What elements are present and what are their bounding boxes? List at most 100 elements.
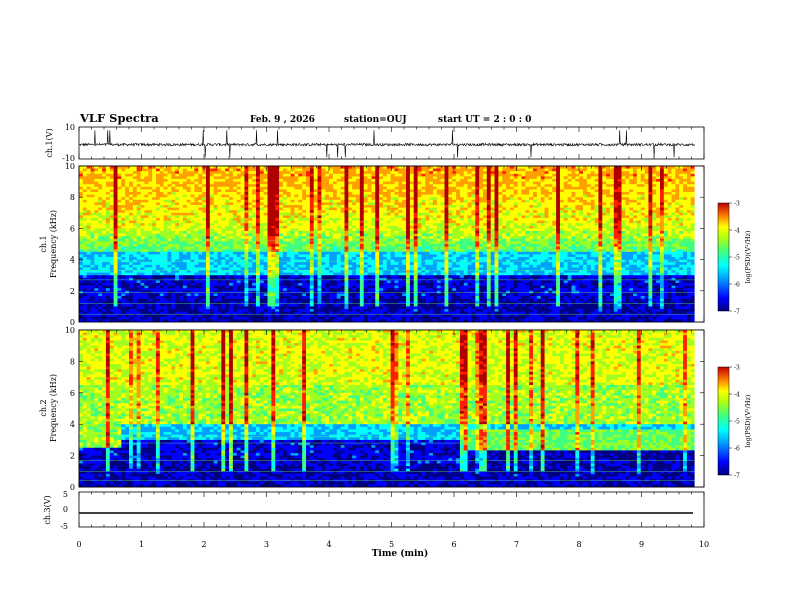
spectrogram-cell <box>171 207 176 211</box>
spectrogram-cell <box>348 306 353 310</box>
spectrogram-cell <box>252 192 257 195</box>
spectrogram-cell <box>306 220 311 224</box>
spectrogram-cell <box>290 171 295 175</box>
spectrogram-cell <box>129 301 134 305</box>
spectrogram-cell <box>325 202 330 206</box>
spectrogram-cell <box>344 228 349 232</box>
spectrogram-cell <box>171 254 176 258</box>
spectrogram-cell <box>171 280 176 284</box>
spectrogram-cell <box>336 215 342 219</box>
spectrogram-cell <box>209 257 215 260</box>
spectrogram-cell <box>163 176 168 180</box>
spectrogram-cell <box>267 241 272 245</box>
spectrogram-cell <box>255 223 261 227</box>
spectrogram-cell <box>225 236 230 240</box>
spectrogram-cell <box>79 314 84 318</box>
spectrogram-cell <box>271 199 276 203</box>
spectrogram-cell <box>79 215 84 219</box>
spectrogram-cell <box>321 311 326 315</box>
spectrogram-cell <box>113 210 118 214</box>
spectrogram-cell <box>275 296 280 299</box>
spectrogram-cell <box>202 228 207 232</box>
spectrogram-cell <box>282 293 288 297</box>
spectrogram-cell <box>244 264 249 268</box>
spectrogram-cell <box>117 314 122 318</box>
spectrogram-cell <box>363 244 368 247</box>
date-label: Feb. 9 , 2026 <box>250 115 315 125</box>
spectrogram-cell <box>125 171 130 175</box>
spectrogram-cell <box>390 316 395 320</box>
spectrogram-cell <box>336 257 342 260</box>
spectrogram-cell <box>186 316 191 320</box>
spectrogram-cell <box>117 231 122 234</box>
spectrogram-cell <box>309 171 315 175</box>
spectrogram-cell <box>371 303 376 307</box>
spectrogram-cell <box>325 301 330 305</box>
spectrogram-cell <box>375 272 380 276</box>
spectrogram-cell <box>217 249 222 253</box>
spectrogram-cell <box>244 275 249 279</box>
spectrogram-cell <box>375 309 380 312</box>
spectrogram-cell <box>390 264 395 268</box>
spectrogram-cell <box>394 171 399 175</box>
spectrogram-cell <box>117 277 122 281</box>
spectrogram-cell <box>298 264 303 268</box>
spectrogram-cell <box>367 173 372 177</box>
spectrogram-cell <box>359 228 365 232</box>
spectrogram-cell <box>252 303 257 307</box>
spectrogram-cell <box>352 296 357 299</box>
spectrogram-cell <box>252 309 257 312</box>
spectrogram-cell <box>317 257 322 260</box>
spectrogram-cell <box>325 244 330 247</box>
spectrogram-cell <box>236 314 241 318</box>
spectrogram-cell <box>306 309 311 312</box>
spectrogram-cell <box>332 168 338 172</box>
spectrogram-cell <box>221 301 226 305</box>
spectrogram-cell <box>182 166 188 169</box>
spectrogram-cell <box>386 202 392 206</box>
spectrogram-cell <box>98 173 103 177</box>
spectrogram-cell <box>198 189 203 193</box>
spectrogram-cell <box>259 280 265 284</box>
spectrogram-cell <box>382 212 388 216</box>
spectrogram-cell <box>352 264 357 268</box>
spectrogram-cell <box>236 207 241 211</box>
spectrogram-cell <box>205 228 211 232</box>
spectrogram-cell <box>255 251 261 255</box>
spectrogram-cell <box>79 285 84 289</box>
spectrogram-cell <box>152 225 157 229</box>
spectrogram-cell <box>113 236 118 240</box>
spectrogram-cell <box>121 306 126 310</box>
spectrogram-cell <box>321 184 326 188</box>
spectrogram-cell <box>336 207 342 211</box>
spectrogram-cell <box>105 301 111 305</box>
spectrogram-cell <box>367 319 372 322</box>
spectrogram-cell <box>236 186 241 190</box>
spectrogram-cell <box>306 254 311 258</box>
spectrogram-cell <box>221 293 226 297</box>
ch1-waveform-frame <box>78 126 705 160</box>
spectrogram-cell <box>186 301 191 305</box>
spectrogram-cell <box>225 171 230 175</box>
spectrogram-cell <box>140 275 145 279</box>
spectrogram-cell <box>140 283 145 286</box>
spectrogram-cell <box>194 249 199 253</box>
spectrogram-cell <box>117 166 122 169</box>
spectrogram-cell <box>290 186 295 190</box>
spectrogram-cell <box>205 207 211 211</box>
spectrogram-cell <box>379 231 384 234</box>
spectrogram-cell <box>317 311 322 315</box>
spectrogram-cell <box>313 309 318 312</box>
spectrogram-cell <box>313 262 318 266</box>
spectrogram-cell <box>255 272 261 276</box>
spectrogram-cell <box>332 238 338 242</box>
spectrogram-cell <box>148 168 153 172</box>
spectrogram-cell <box>171 194 176 198</box>
spectrogram-cell <box>259 314 265 318</box>
spectrogram-cell <box>306 231 311 234</box>
spectrogram-cell <box>332 207 338 211</box>
spectrogram-cell <box>375 283 380 286</box>
spectrogram-cell <box>375 275 380 279</box>
spectrogram-cell <box>267 257 272 260</box>
spectrogram-cell <box>244 181 249 185</box>
